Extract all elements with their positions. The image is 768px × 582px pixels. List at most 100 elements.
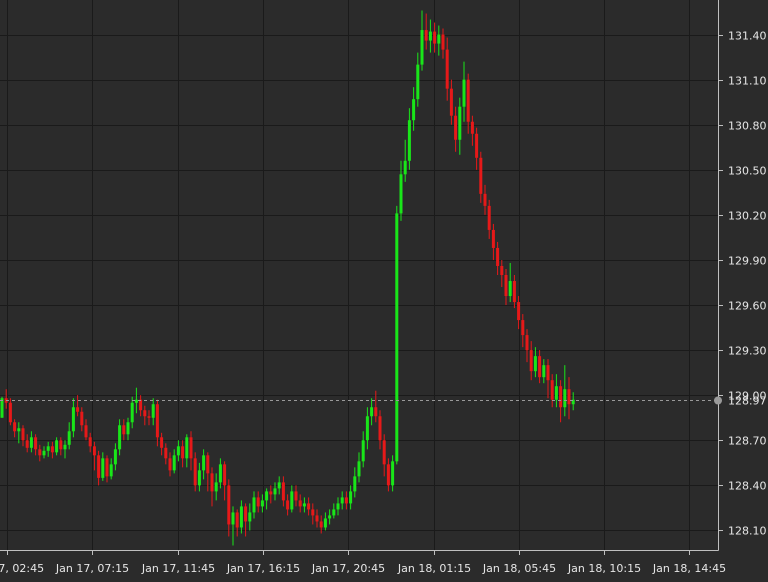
x-tick-label: Jan 18, 01:15 [397,562,471,575]
candle-body [67,431,71,445]
candle [13,419,17,438]
candle [332,503,336,519]
candle-body [290,491,294,510]
candle [563,365,567,417]
candle-body [521,320,525,336]
candle-body [80,411,84,426]
candle-body [298,500,302,507]
candle-body [319,521,323,528]
candle-body [332,509,336,516]
candle-body [97,455,101,478]
candle [50,441,54,459]
candle [475,127,479,170]
candle [542,359,546,384]
candle [412,87,416,131]
candle-body [370,407,374,417]
candle [122,419,126,441]
candle-body [340,497,344,504]
candle [311,503,315,525]
candle-body [273,488,277,495]
candle [365,407,369,450]
candle [567,377,571,420]
candle-body [172,455,176,471]
candle-body [46,446,50,451]
candle [29,431,33,453]
candle-body [55,440,59,453]
y-tick-label: 129.90 [728,255,767,268]
candle [235,509,239,537]
candle-body [567,389,571,405]
candle [349,485,353,510]
candle [252,491,256,519]
candle-body [0,398,4,418]
candle [147,410,151,426]
candle-body [294,491,298,501]
candle [286,494,290,516]
candle-body [113,449,117,465]
candle-body [17,428,21,432]
candle-body [223,464,227,486]
y-tick-label: 129.00 [728,390,767,403]
candle [172,449,176,474]
candle [105,455,109,483]
candle-body [239,506,243,528]
y-tick-label: 130.50 [728,165,767,178]
candle [71,398,75,438]
candle [319,515,323,534]
candle [466,73,470,134]
candle-body [458,106,462,140]
candle-body [428,31,432,41]
candle [80,407,84,432]
candle [344,491,348,510]
candle [244,503,248,537]
candle-body [420,30,424,65]
candle-body [407,120,411,161]
candle [504,268,508,306]
y-tick-label: 130.80 [728,120,767,133]
candle-body [151,404,155,418]
candle [500,259,504,288]
candle-body [328,515,332,519]
candle [340,491,344,510]
x-tick-label: Jan 18, 14:45 [652,562,726,575]
candle-body [202,455,206,471]
candle-body [185,437,189,459]
candle [277,476,281,495]
x-tick-label: Jan 17, 20:45 [311,562,385,575]
candle-body [412,99,416,121]
candle [571,392,575,411]
candle-body [378,416,382,441]
candle-body [84,425,88,438]
candle [265,488,269,510]
candle-body [496,247,500,266]
y-tick-label: 130.20 [728,210,767,223]
candle [294,485,298,507]
candle-body [386,464,390,486]
candle-body [13,422,17,432]
candle [298,494,302,513]
candle-body [441,34,445,50]
candle-body [71,407,75,432]
candle [491,223,495,260]
candle-body [571,399,575,405]
x-tick-label: Jan 17, 02:45 [0,562,44,575]
candle [113,443,117,471]
y-tick-label: 131.10 [728,75,767,88]
candle-body [475,133,479,158]
candle [21,425,25,447]
candle-body [63,444,67,450]
candle [67,422,71,450]
candle-body [38,449,42,456]
candle [92,441,96,471]
candle [386,458,390,492]
candle-body [92,446,96,456]
candle-body [197,470,201,486]
candle [176,440,180,462]
candle-body [449,88,453,116]
candle [227,479,231,537]
candles [0,10,575,546]
y-tick-label: 129.60 [728,300,767,313]
candle-body [403,160,407,175]
candle-body [59,440,63,450]
